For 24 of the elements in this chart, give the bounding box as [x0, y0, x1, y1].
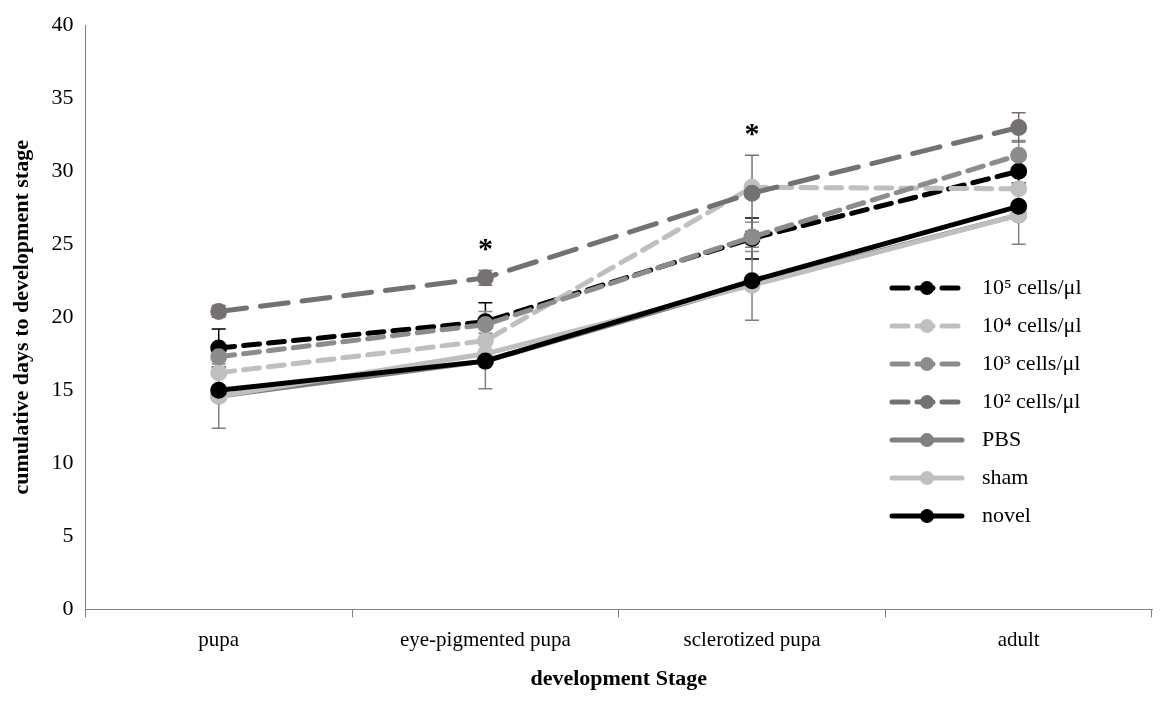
y-axis-title: cumulative days to development stage — [7, 139, 33, 495]
x-tick-label: adult — [997, 626, 1040, 651]
y-tick-label: 30 — [51, 157, 74, 183]
y-tick-label: 0 — [62, 595, 74, 621]
annotation: * — [477, 231, 493, 265]
y-tick-label: 20 — [51, 303, 74, 329]
x-axis-title: development Stage — [530, 665, 708, 691]
legend-label: PBS — [982, 425, 1022, 451]
legend-label: 10⁵ cells/μl — [982, 273, 1082, 299]
legend-label: sham — [982, 463, 1029, 489]
x-tick-label: eye-pigmented pupa — [399, 626, 572, 651]
y-tick-label: 35 — [51, 84, 74, 110]
y-tick-label: 5 — [62, 522, 74, 548]
x-tick-label: pupa — [198, 626, 240, 651]
y-tick-label: 25 — [51, 230, 74, 256]
legend-label: 10² cells/μl — [982, 387, 1081, 413]
y-tick-label: 15 — [51, 376, 74, 402]
legend-label: 10³ cells/μl — [982, 349, 1081, 375]
legend-label: novel — [982, 501, 1031, 527]
x-tick-label: sclerotized pupa — [683, 626, 822, 651]
legend-label: 10⁴ cells/μl — [982, 311, 1082, 337]
y-tick-label: 40 — [51, 10, 74, 36]
y-tick-label: 10 — [51, 449, 74, 475]
annotation: * — [744, 115, 760, 149]
